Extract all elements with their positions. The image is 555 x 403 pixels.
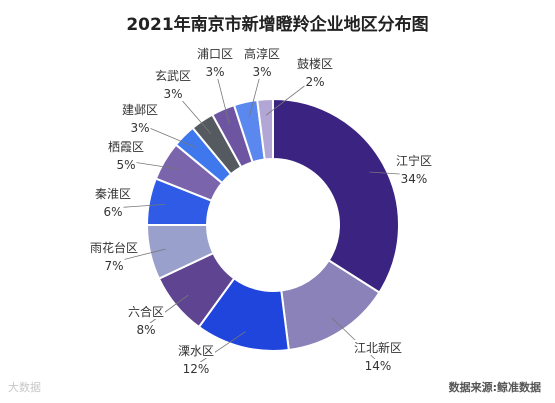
slice-label-name: 江宁区 (396, 153, 432, 168)
label-backing (93, 187, 133, 201)
label-backing (242, 46, 282, 61)
label-backing (129, 121, 151, 135)
label-backing (352, 340, 404, 355)
label-backing (399, 172, 429, 186)
labels-group: 江宁区 34% 江北新区 14% 溧水区 12% 六合区 8% 雨花台区 7% 秦淮区 6% 栖霞区 5%… (88, 46, 434, 376)
slice-label-name: 高淳区 (244, 46, 280, 61)
watermark: 大数据 (8, 381, 41, 394)
slices-group (145, 97, 400, 352)
slice-label-name: 江北新区 (354, 340, 402, 355)
leader-line-江北新区 (331, 317, 379, 363)
label-backing (251, 65, 273, 79)
label-backing (103, 259, 125, 273)
slice-label-value: 5% (116, 158, 135, 172)
label-backing (181, 362, 211, 376)
slice-label-name: 栖霞区 (108, 139, 144, 154)
slice-label-name: 溧水区 (178, 344, 214, 358)
slice-label-value: 3% (130, 121, 149, 135)
label-backing (162, 87, 184, 101)
slice-label-value: 12% (183, 362, 210, 376)
slice-label-value: 3% (205, 65, 224, 79)
label-backing (126, 304, 166, 319)
slice-label-value: 14% (365, 359, 392, 373)
label-backing (363, 359, 393, 373)
slice-label-name: 雨花台区 (90, 240, 138, 255)
label-backing (120, 103, 160, 117)
data-source-note: 数据来源:鲸准数据 (448, 381, 541, 394)
label-backing (195, 47, 235, 61)
label-backing (153, 68, 193, 83)
slice-label-value: 6% (103, 205, 122, 219)
slice-label-name: 六合区 (128, 304, 164, 319)
label-backing (106, 139, 146, 154)
slice-江宁区 (272, 97, 400, 294)
label-backing (295, 56, 335, 71)
label-backing (115, 158, 137, 172)
label-backing (204, 65, 226, 79)
slice-label-value: 3% (163, 87, 182, 101)
slice-鼓楼区 (256, 97, 274, 161)
label-backing (102, 205, 124, 219)
slice-label-name: 鼓楼区 (297, 56, 333, 71)
slice-label-name: 建邺区 (122, 103, 158, 117)
label-backing (135, 323, 157, 337)
slice-label-name: 浦口区 (197, 47, 233, 61)
slice-label-name: 玄武区 (155, 68, 191, 83)
label-backing (394, 153, 434, 168)
leader-line-溧水区 (195, 331, 246, 366)
slice-label-value: 34% (401, 172, 428, 186)
leader-line-六合区 (145, 294, 189, 327)
label-backing (176, 344, 216, 358)
slice-label-value: 3% (252, 65, 271, 79)
label-backing (88, 240, 140, 255)
slice-label-name: 秦淮区 (95, 187, 131, 201)
slice-label-value: 8% (136, 323, 155, 337)
slice-label-value: 2% (305, 75, 324, 89)
label-backing (304, 75, 326, 89)
slice-label-value: 7% (104, 259, 123, 273)
chart-title: 2021年南京市新增瞪羚企业地区分布图 (126, 15, 429, 35)
